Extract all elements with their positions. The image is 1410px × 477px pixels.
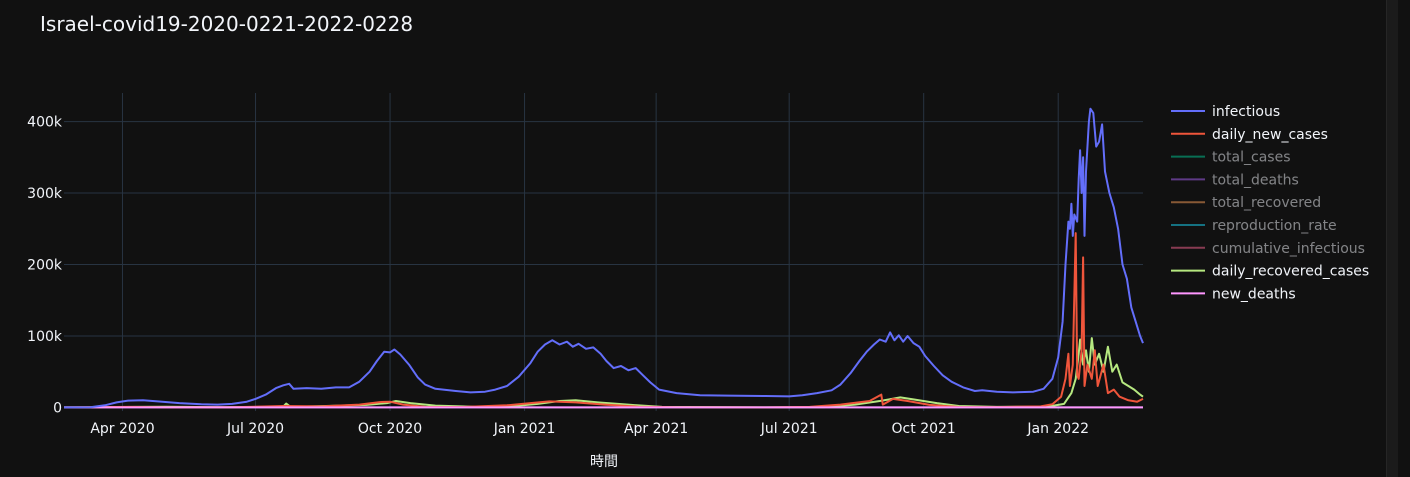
x-tick-label: Jan 2022 (1026, 421, 1089, 437)
legend-item-daily_new_cases[interactable]: daily_new_cases (1171, 127, 1328, 143)
legend-label: daily_recovered_cases (1212, 264, 1369, 280)
legend-item-total_recovered[interactable]: total_recovered (1171, 195, 1321, 211)
grid (64, 93, 1143, 411)
legend-item-reproduction_rate[interactable]: reproduction_rate (1171, 218, 1337, 234)
x-tick-label: Jan 2021 (493, 421, 556, 437)
legend-label: new_deaths (1212, 286, 1296, 302)
y-tick-label: 300k (27, 186, 63, 202)
legend-item-daily_recovered_cases[interactable]: daily_recovered_cases (1171, 264, 1369, 280)
y-tick-label: 0 (53, 400, 62, 416)
legend-label: cumulative_infectious (1212, 241, 1365, 257)
y-tick-label: 100k (27, 329, 63, 345)
x-axis-title: 時間 (590, 454, 618, 470)
legend-label: daily_new_cases (1212, 127, 1328, 143)
legend-item-new_deaths[interactable]: new_deaths (1171, 286, 1296, 302)
y-tick-label: 200k (27, 258, 63, 274)
x-tick-label: Apr 2021 (624, 421, 688, 437)
x-tick-label: Oct 2020 (358, 421, 422, 437)
series-line-infectious (64, 109, 1143, 408)
legend-item-infectious[interactable]: infectious (1171, 104, 1280, 120)
legend-label: total_recovered (1212, 195, 1321, 211)
y-tick-label: 400k (27, 115, 63, 131)
legend-label: total_deaths (1212, 172, 1299, 188)
x-tick-label: Jul 2020 (226, 421, 284, 437)
legend-item-total_cases[interactable]: total_cases (1171, 150, 1291, 166)
legend-label: reproduction_rate (1212, 218, 1337, 234)
x-tick-label: Apr 2020 (90, 421, 154, 437)
series-line-daily_recovered_cases (64, 338, 1143, 407)
plot-area (64, 109, 1143, 408)
scrollbar[interactable] (1386, 0, 1398, 477)
x-tick-label: Oct 2021 (892, 421, 956, 437)
legend-label: total_cases (1212, 150, 1291, 166)
axes: 0 100k 200k 300k 400k Apr 2020 Jul 2020 Oct 202… (27, 115, 1089, 437)
series-line-daily_new_cases (64, 233, 1143, 407)
legend-label: infectious (1212, 104, 1280, 120)
legend-item-total_deaths[interactable]: total_deaths (1171, 172, 1299, 188)
legend-item-cumulative_infectious[interactable]: cumulative_infectious (1171, 241, 1365, 257)
x-tick-label: Jul 2021 (760, 421, 818, 437)
legend: infectious daily_new_cases total_casestota… (1171, 104, 1369, 302)
